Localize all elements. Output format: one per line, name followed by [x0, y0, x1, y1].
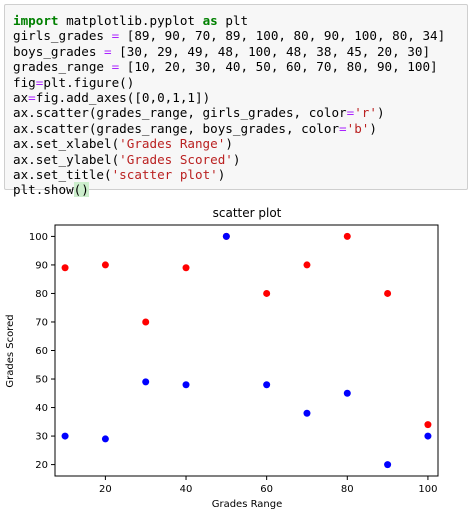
y-tick-label: 30 [35, 432, 48, 443]
code-cell[interactable]: import matplotlib.pyplot as plt girls_gra… [4, 4, 468, 198]
code-line: boys_grades = [30, 29, 49, 48, 100, 48, … [13, 44, 467, 59]
code-token: grades_range [13, 59, 112, 75]
scatter-point [303, 261, 311, 269]
scatter-point [101, 261, 109, 269]
code-line: ax.set_ylabel('Grades Scored') [13, 152, 467, 167]
code-token: boys_grades [13, 43, 104, 59]
plot-frame [54, 224, 439, 477]
code-line: fig=plt.figure() [13, 75, 467, 90]
y-tick-label: 40 [35, 403, 48, 414]
scatter-point [142, 378, 150, 386]
chart-title: scatter plot [213, 206, 282, 220]
x-axis: 20 40 60 80 100 [99, 476, 437, 495]
y-axis: 20 30 40 50 60 70 80 90 100 [29, 232, 55, 471]
y-tick-label: 80 [35, 289, 48, 300]
code-token: girls_grades [13, 28, 112, 44]
x-tick-label: 80 [341, 484, 354, 495]
scatter-point [222, 232, 230, 240]
code-token: () [73, 182, 89, 198]
code-token: ) [225, 136, 233, 152]
scatter-point [182, 381, 190, 389]
code-token: ) [369, 120, 377, 136]
code-token: 'b' [346, 120, 370, 136]
scatter-chart: scatter plot 20 40 60 80 100 20 30 40 50 60 70 80 9… [5, 206, 439, 510]
code-line: plt.show() [13, 182, 467, 198]
y-tick-label: 60 [35, 346, 48, 357]
x-tick-label: 40 [180, 484, 193, 495]
code-token: ax.set_ylabel( [13, 151, 120, 167]
code-line: ax=fig.add_axes([0,0,1,1]) [13, 90, 467, 105]
scatter-point [343, 389, 351, 397]
x-tick-label: 20 [99, 484, 112, 495]
scatter-point [384, 289, 392, 297]
code-token: = [35, 74, 44, 90]
code-token: matplotlib.pyplot [58, 13, 203, 28]
code-token: 'Grades Scored' [119, 151, 233, 167]
code-token: [30, 29, 49, 48, 100, 48, 38, 45, 20, 30… [111, 43, 431, 59]
code-line: girls_grades = [89, 90, 70, 89, 100, 80,… [13, 28, 467, 43]
scatter-point [142, 318, 150, 326]
code-token: 'scatter plot' [111, 166, 218, 182]
scatter-point [263, 289, 271, 297]
code-token: = [339, 120, 347, 136]
code-token: ax [13, 89, 29, 105]
code-token: ax.scatter(grades_range, boys_grades, co… [13, 120, 340, 136]
code-token: import [13, 13, 59, 28]
scatter-point [343, 232, 351, 240]
scatter-point [263, 381, 271, 389]
plot-points [61, 232, 432, 469]
code-line: import matplotlib.pyplot as plt [13, 13, 467, 28]
code-token: as [202, 13, 218, 28]
code-token: = [28, 89, 36, 105]
code-token: plt.show [13, 182, 74, 198]
x-tick-label: 60 [260, 484, 273, 495]
x-tick-label: 100 [418, 484, 437, 495]
code-token: 'r' [354, 105, 377, 121]
code-token: ax.set_title( [13, 166, 112, 182]
code-token: ax.scatter(grades_range, girls_grades, c… [13, 105, 347, 121]
code-token: ) [232, 151, 241, 167]
code-token: ) [217, 166, 226, 182]
code-token: = [111, 28, 120, 44]
code-line: grades_range = [10, 20, 30, 40, 50, 60, … [13, 59, 467, 74]
code-token: ax.set_xlabel( [13, 136, 120, 152]
code-token: = [346, 105, 355, 121]
scatter-point [384, 461, 392, 469]
code-token: ) [376, 105, 385, 121]
code-token: plt.figure() [43, 74, 135, 90]
code-line: ax.scatter(grades_range, boys_grades, co… [13, 121, 467, 136]
code-token: [10, 20, 30, 40, 50, 60, 70, 80, 90, 100… [119, 59, 438, 75]
code-token: = [111, 59, 120, 75]
scatter-point [61, 264, 69, 272]
y-tick-label: 50 [35, 375, 48, 386]
code-token: = [104, 43, 112, 59]
code-token: 'Grades Range' [119, 136, 226, 152]
scatter-point [61, 432, 69, 440]
scatter-point [101, 435, 109, 443]
scatter-point [424, 432, 432, 440]
y-tick-label: 20 [35, 460, 48, 471]
code-token: fig [13, 74, 36, 90]
scatter-point [303, 409, 311, 417]
code-line: ax.scatter(grades_range, girls_grades, c… [13, 105, 467, 120]
y-axis-label: Grades Scored [5, 314, 16, 387]
y-tick-label: 90 [35, 260, 48, 271]
y-tick-label: 70 [35, 317, 48, 328]
code-token: [89, 90, 70, 89, 100, 80, 90, 100, 80, 3… [119, 28, 446, 44]
code-token: fig.add_axes([0,0,1,1]) [35, 89, 211, 105]
x-axis-label: Grades Range [212, 499, 283, 510]
scatter-point [424, 421, 432, 429]
output-area: scatter plot 20 40 60 80 100 20 30 40 50 60 70 80 9… [0, 196, 474, 520]
scatter-point [182, 264, 190, 272]
code-editor[interactable]: import matplotlib.pyplot as plt girls_gra… [13, 13, 467, 198]
code-token: plt [217, 13, 249, 28]
code-line: ax.set_title('scatter plot') [13, 167, 467, 182]
y-tick-label: 100 [29, 232, 48, 243]
code-line: ax.set_xlabel('Grades Range') [13, 136, 467, 151]
